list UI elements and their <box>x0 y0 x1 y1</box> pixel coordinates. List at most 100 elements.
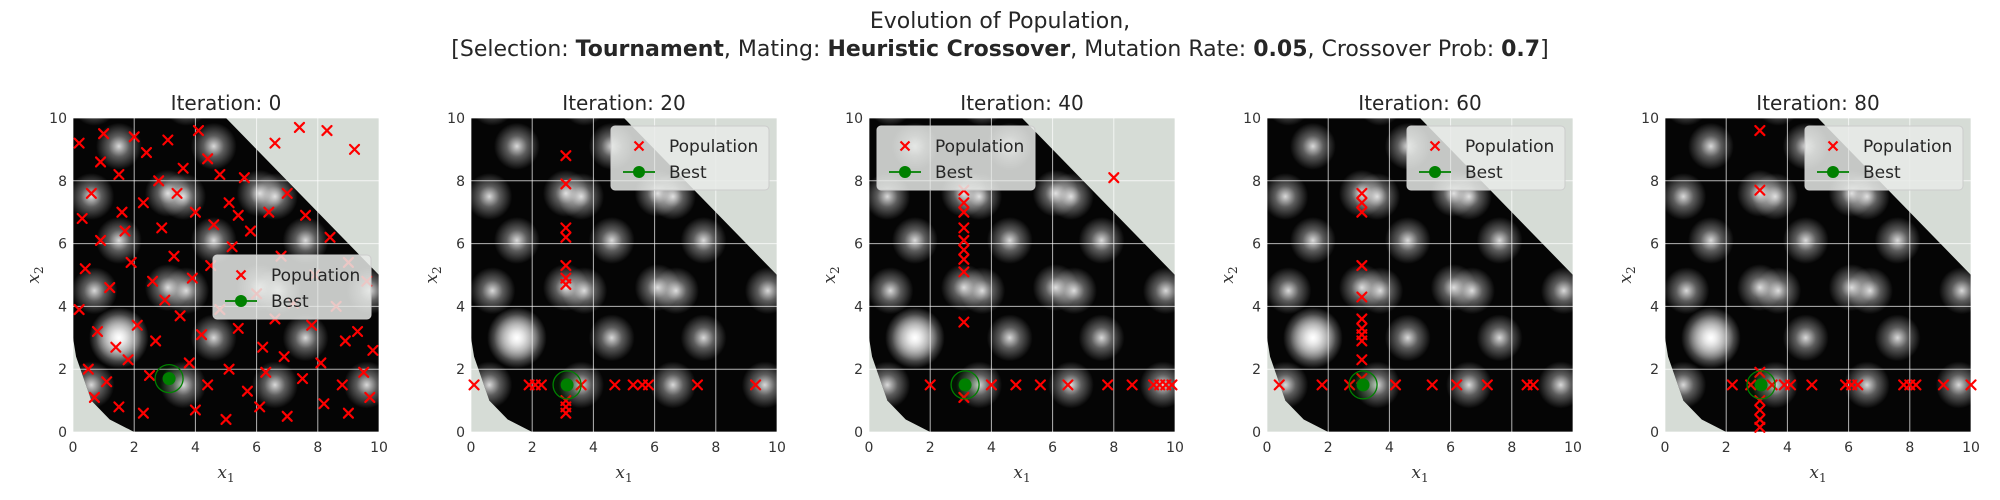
population-point <box>238 172 250 184</box>
x-tick-label: 2 <box>926 440 935 456</box>
population-point <box>958 244 970 256</box>
population-point <box>94 234 107 247</box>
population-point <box>254 401 266 413</box>
population-point <box>958 234 970 247</box>
x-tick-label: 6 <box>1446 440 1455 456</box>
population-point <box>560 222 572 234</box>
y-tick-label: 0 <box>58 425 67 441</box>
title-segment: ] <box>1540 37 1549 62</box>
population-point <box>560 259 572 272</box>
title-bold-segment: Heuristic Crossover <box>827 37 1070 62</box>
subplot-title: Iteration: 0 <box>171 91 282 115</box>
population-point <box>1062 379 1074 391</box>
x-tick-label: 4 <box>987 440 996 456</box>
x-tick-label: 0 <box>865 440 874 456</box>
title-segment: , Crossover Prob: <box>1308 37 1502 62</box>
population-point <box>1481 379 1493 391</box>
population-point <box>321 124 333 137</box>
population-point <box>257 341 269 353</box>
y-tick-label: 4 <box>58 299 67 315</box>
legend-best-label: Best <box>1863 163 1901 183</box>
population-point <box>560 231 572 243</box>
subplot-2: 0 2 4 6 8 10 0 2 4 6 8 10 x1 x2 Iteration: 40 Populatio… <box>820 91 1184 485</box>
population-point <box>1356 206 1368 218</box>
population-point <box>1010 379 1022 391</box>
y-tick-label: 2 <box>58 362 67 378</box>
y-tick-label: 8 <box>854 174 863 190</box>
y-tick-label: 6 <box>1650 237 1659 253</box>
population-point <box>1126 379 1138 391</box>
population-point <box>1965 379 1977 391</box>
legend: Population Best <box>212 254 372 320</box>
population-point <box>535 379 547 391</box>
population-point <box>1726 379 1738 391</box>
population-point <box>1754 404 1766 416</box>
population-point <box>143 369 156 382</box>
population-point <box>119 225 131 237</box>
population-point <box>177 162 189 174</box>
subplot-title: Iteration: 80 <box>1756 91 1879 115</box>
subplot-1: 0 2 4 6 8 10 0 2 4 6 8 10 x1 x2 Iteration: 20 Populatio… <box>422 91 786 485</box>
subplot-4: 0 2 4 6 8 10 0 2 4 6 8 10 x1 x2 Iteration: 80 Populatio… <box>1616 91 1980 485</box>
x-tick-label: 4 <box>191 440 200 456</box>
population-point <box>101 376 113 388</box>
population-series <box>468 150 762 419</box>
population-point <box>958 197 970 209</box>
y-tick-label: 4 <box>1650 299 1659 315</box>
population-point <box>214 168 226 181</box>
population-point <box>131 319 143 331</box>
x-tick-label: 0 <box>1263 440 1272 456</box>
y-tick-label: 8 <box>58 174 67 190</box>
title-bold-segment: 0.05 <box>1253 37 1307 62</box>
legend-population-label: Population <box>1465 137 1554 157</box>
population-point <box>749 379 762 391</box>
x-axis-label: x1 <box>1809 463 1826 485</box>
x-tick-label: 8 <box>1109 440 1118 456</box>
population-point <box>1426 379 1438 391</box>
legend-population-label: Population <box>935 137 1024 157</box>
y-tick-label: 2 <box>854 362 863 378</box>
legend-population-marker <box>633 140 645 152</box>
legend-box <box>212 254 372 320</box>
population-point <box>958 316 970 328</box>
y-tick-label: 10 <box>447 111 465 127</box>
legend-best-label: Best <box>271 292 309 312</box>
population-point <box>1784 379 1797 391</box>
x-tick-label: 10 <box>768 440 786 456</box>
x-tick-label: 10 <box>1962 440 1980 456</box>
x-axis-label: x1 <box>1013 463 1030 485</box>
subplot-title: Iteration: 40 <box>960 91 1083 115</box>
population-point <box>1451 379 1463 391</box>
x-tick-label: 6 <box>650 440 659 456</box>
x-tick-label: 8 <box>313 440 322 456</box>
population-point <box>162 134 174 146</box>
y-tick-label: 0 <box>1252 425 1261 441</box>
y-tick-label: 6 <box>854 237 863 253</box>
population-point <box>116 206 128 218</box>
title-bold-segment: 0.7 <box>1501 37 1540 62</box>
population-series <box>73 121 379 426</box>
population-point <box>560 278 572 291</box>
legend-best-marker <box>633 166 645 178</box>
population-point <box>223 363 235 375</box>
legend-best-marker <box>1429 166 1441 178</box>
population-point <box>202 379 214 391</box>
population-point <box>156 222 168 234</box>
population-point <box>241 385 254 397</box>
x-tick-label: 8 <box>1905 440 1914 456</box>
y-axis-label: x2 <box>422 266 444 283</box>
x-tick-label: 0 <box>467 440 476 456</box>
population-point <box>281 410 293 422</box>
population-point <box>468 379 480 391</box>
population-point <box>367 344 379 356</box>
population-point <box>560 150 572 162</box>
population-point <box>244 225 257 237</box>
population-point <box>88 391 101 404</box>
subplot-title: Iteration: 60 <box>1358 91 1481 115</box>
population-point <box>220 413 232 426</box>
population-point <box>260 366 272 378</box>
y-tick-label: 8 <box>1650 174 1659 190</box>
population-point <box>137 197 149 209</box>
population-point <box>609 379 621 391</box>
population-point <box>1910 379 1922 391</box>
